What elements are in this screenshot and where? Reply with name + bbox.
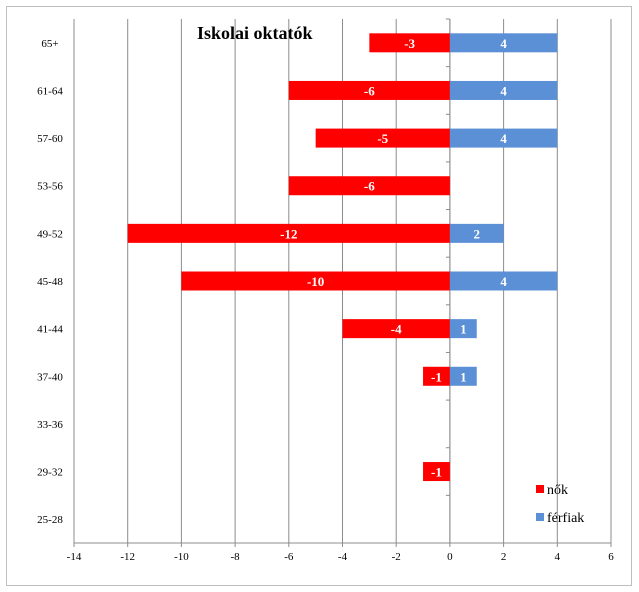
- bar-nok: [181, 271, 450, 291]
- category-labels: 65+ 61-64 57-60 53-56 49-52 45-48 41-44 37-40 33…: [37, 38, 63, 526]
- bar-value-label: -4: [391, 322, 402, 337]
- x-tick-label: -4: [338, 551, 348, 563]
- category-label: 65+: [41, 38, 58, 50]
- bar-labels: -3 -6 -5 -6 -12 -10 -4 -1 -1 4 4 4 2 4 1 1: [280, 36, 507, 480]
- x-tick-label: -6: [284, 551, 294, 563]
- x-tick-label: -12: [120, 551, 135, 563]
- bar-nok: [315, 128, 450, 148]
- category-label: 33-36: [37, 419, 63, 431]
- category-label: 29-32: [37, 467, 63, 479]
- bar-value-label: 1: [460, 369, 467, 384]
- bar-nok: [342, 319, 450, 339]
- bar-ferfiak: [449, 319, 477, 339]
- category-label: 45-48: [37, 276, 63, 288]
- category-label: 41-44: [37, 324, 63, 336]
- x-tick-label: -8: [231, 551, 241, 563]
- legend-swatch-nok: [536, 485, 544, 493]
- category-label: 53-56: [37, 181, 63, 193]
- bar-ferfiak: [449, 271, 558, 291]
- legend: nők férfiak: [536, 483, 584, 526]
- bar-nok: [369, 33, 450, 53]
- bar-ferfiak: [449, 33, 558, 53]
- bar-value-label: -10: [307, 274, 324, 289]
- bar-ferfiak: [449, 366, 477, 386]
- bar-value-label: 1: [460, 322, 467, 337]
- bar-nok: [288, 176, 450, 196]
- bar-ferfiak: [449, 128, 558, 148]
- bar-value-label: 4: [500, 36, 507, 51]
- bar-ferfiak: [449, 80, 558, 100]
- x-tick-label: 2: [501, 551, 507, 563]
- x-tick-labels: -14 -12 -10 -8 -6 -4 -2 0 2 4 6: [67, 551, 615, 563]
- bar-value-label: 4: [500, 274, 507, 289]
- bar-value-label: 2: [474, 226, 481, 241]
- legend-label-nok: nők: [547, 483, 568, 498]
- category-label: 61-64: [37, 85, 63, 97]
- x-tick-label: -2: [392, 551, 401, 563]
- bar-value-label: -3: [404, 36, 415, 51]
- bar-ferfiak: [449, 223, 504, 243]
- chart-frame: -3 -6 -5 -6 -12 -10 -4 -1 -1 4 4 4 2 4 1 1 -14 -12 -10 -8-…: [6, 6, 632, 586]
- bar-nok: [127, 223, 450, 243]
- x-tick-label: -14: [67, 551, 82, 563]
- legend-swatch-ferfiak: [536, 513, 544, 521]
- bar-value-label: -6: [364, 179, 375, 194]
- bar-value-label: -12: [280, 226, 297, 241]
- bars: [127, 33, 558, 482]
- bar-nok: [423, 462, 450, 482]
- bar-value-label: -1: [431, 369, 442, 384]
- category-label: 57-60: [37, 133, 63, 145]
- x-tick-label: 0: [447, 551, 453, 563]
- category-label: 37-40: [37, 371, 63, 383]
- bar-value-label: -6: [364, 83, 375, 98]
- legend-label-ferfiak: férfiak: [547, 511, 584, 526]
- bar-nok: [423, 366, 450, 386]
- bar-nok: [288, 80, 450, 100]
- chart-title: Iskolai oktatók: [197, 23, 313, 43]
- bar-value-label: -1: [431, 465, 442, 480]
- category-label: 25-28: [37, 514, 63, 526]
- x-tick-label: 6: [608, 551, 614, 563]
- bar-value-label: 4: [500, 131, 507, 146]
- x-tick-label: 4: [555, 551, 561, 563]
- bar-value-label: 4: [500, 83, 507, 98]
- x-tick-label: -10: [174, 551, 189, 563]
- category-label: 49-52: [37, 228, 63, 240]
- bar-value-label: -5: [377, 131, 388, 146]
